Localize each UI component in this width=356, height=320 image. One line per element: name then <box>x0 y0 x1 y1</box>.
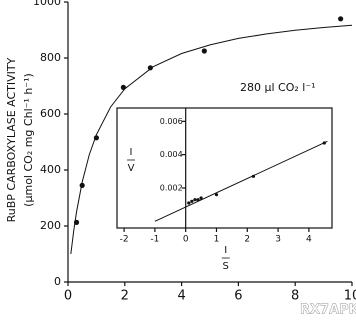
data-point <box>79 182 85 188</box>
x-tick-label: 2 <box>121 289 129 304</box>
fit-line <box>154 140 328 222</box>
x-tick-label: -1 <box>150 235 159 245</box>
data-point <box>251 174 256 178</box>
fit-line <box>70 24 353 255</box>
y-tick-label: 600 <box>40 107 61 120</box>
x-tick-label: 1 <box>214 235 220 245</box>
data-point <box>147 65 153 71</box>
y-tick-label: 200 <box>40 219 61 232</box>
x-tick-label: 10 <box>344 289 356 304</box>
data-point <box>73 219 80 225</box>
data-point <box>193 198 197 202</box>
x-tick-label: 0 <box>183 235 189 245</box>
x-axis-label: S <box>223 261 229 272</box>
x-tick-label: 8 <box>291 289 299 304</box>
data-point <box>201 48 207 54</box>
x-tick-label: 2 <box>244 235 250 245</box>
y-axis-label: RuBP CARBOXYLASE ACTIVITY <box>5 57 18 222</box>
data-point <box>196 198 200 202</box>
y-tick-label: 0 <box>54 275 61 288</box>
data-point <box>190 199 194 203</box>
x-tick-label: 6 <box>234 289 242 304</box>
data-point <box>214 193 219 197</box>
data-point <box>338 16 344 22</box>
y-tick-label: 0.004 <box>160 150 183 159</box>
x-axis-label: I <box>224 245 227 256</box>
y-axis-label: (μmol CO₂ mg Chl⁻¹ h⁻¹) <box>22 73 35 207</box>
annotation: 280 μl CO₂ l⁻¹ <box>240 81 316 94</box>
y-axis-label: I <box>130 147 133 158</box>
y-tick-label: 400 <box>40 163 61 176</box>
x-tick-label: 4 <box>177 289 185 304</box>
inset-frame <box>116 107 333 229</box>
x-tick-label: 0 <box>64 289 72 304</box>
data-point <box>187 201 191 205</box>
y-axis-label: V <box>128 163 135 174</box>
x-tick-label: -2 <box>120 235 129 245</box>
data-point <box>93 135 99 141</box>
data-point <box>199 196 203 200</box>
y-tick-label: 0.002 <box>160 184 183 193</box>
y-tick-label: 0.006 <box>160 117 183 126</box>
data-point <box>120 84 126 90</box>
x-tick-label: 3 <box>275 235 281 245</box>
x-tick-label: 4 <box>306 235 312 245</box>
watermark: RX7APK <box>300 303 356 318</box>
y-tick-label: 800 <box>40 51 61 64</box>
y-tick-label: 1000 <box>33 0 61 8</box>
data-point <box>322 141 326 145</box>
